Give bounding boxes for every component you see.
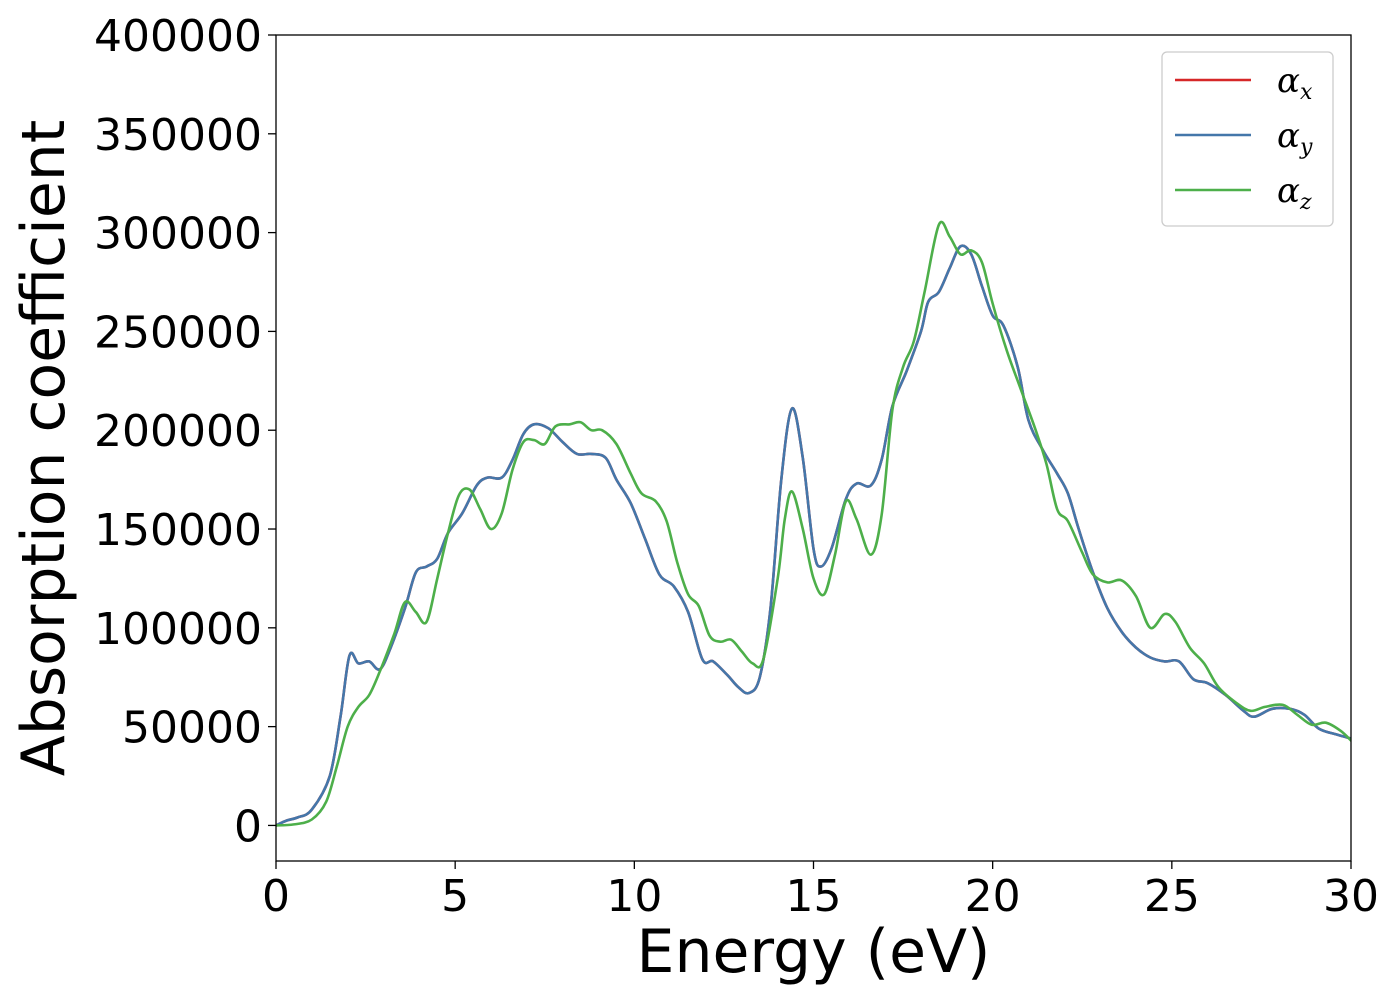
y-tick-label: 100000 [94,604,262,655]
legend-entry-z: αz [1277,171,1312,215]
legend: αx αy αz [1161,51,1334,227]
x-axis: 0 5 10 15 20 25 30 [262,861,1379,922]
y-tick-label: 250000 [94,307,262,358]
x-tick-label: 10 [606,871,662,922]
y-tick-label: 150000 [94,505,262,556]
x-tick-label: 30 [1323,871,1379,922]
y-tick-label: 350000 [94,110,262,161]
legend-box [1161,51,1334,227]
series-line-z [276,220,1351,827]
x-tick-label: 25 [1144,871,1200,922]
y-tick-label: 400000 [94,11,262,62]
y-axis: 0 50000 100000 150000 200000 250000 300000 3500… [94,11,276,852]
y-tick-label: 0 [234,801,262,852]
x-axis-label: Energy (eV) [637,917,991,987]
y-tick-label: 300000 [94,209,262,260]
x-tick-label: 0 [262,871,290,922]
x-tick-label: 15 [786,871,842,922]
y-tick-label: 200000 [94,406,262,457]
legend-entry-y: αy [1277,116,1313,160]
series-line-y [276,244,1351,827]
plot-frame [275,34,1352,862]
legend-entry-x: αx [1277,61,1313,105]
x-tick-label: 20 [965,871,1021,922]
y-axis-label: Absorption coefficient [9,120,79,777]
y-tick-label: 50000 [122,703,262,754]
x-tick-label: 5 [441,871,469,922]
series-line-x [276,244,1351,827]
plot-area [276,220,1351,827]
